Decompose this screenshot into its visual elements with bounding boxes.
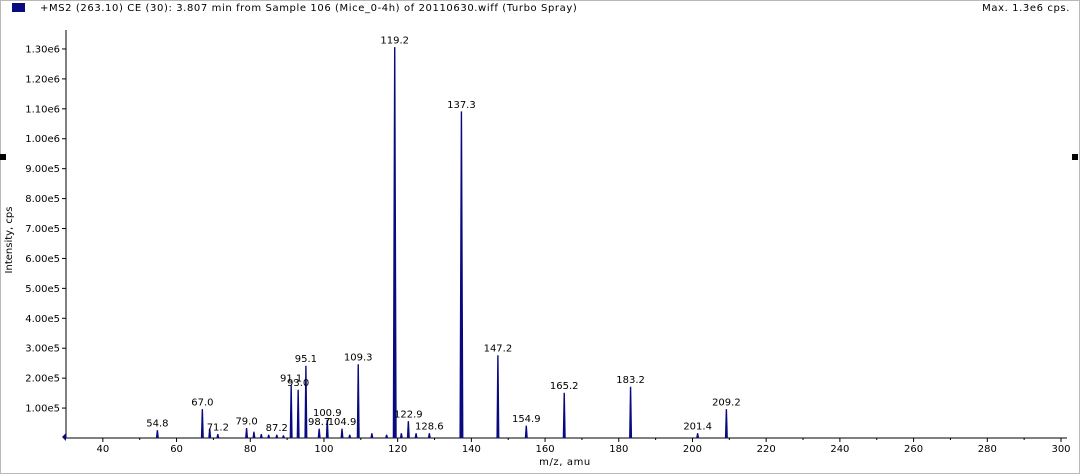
peak-label: 87.2 [266, 423, 288, 434]
y-tick-label: 6.00e5 [25, 254, 60, 265]
peak-label: 109.3 [344, 353, 373, 364]
spectrum-peak [296, 389, 300, 439]
peak-label: 104.9 [328, 417, 357, 428]
peak-label: 91.1 [280, 374, 302, 385]
spectrum-peak [304, 365, 308, 439]
chart-header: +MS2 (263.10) CE (30): 3.807 min from Sa… [0, 0, 1080, 18]
x-tick-label: 240 [830, 444, 849, 455]
x-axis-ticks: 40 60 80 100 120 140 160 180 200 220 240 260 280 300 [96, 438, 1071, 455]
y-axis-title: Intensity, cps [4, 207, 15, 274]
x-tick-label: 160 [536, 444, 555, 455]
y-tick-label: 1.30e6 [25, 44, 60, 55]
peak-label: 183.2 [616, 375, 645, 386]
spectrum-peak [392, 47, 397, 439]
y-tick-label: 1.20e6 [25, 74, 60, 85]
x-tick-label: 260 [904, 444, 923, 455]
x-tick-label: 280 [978, 444, 997, 455]
y-tick-label: 1.00e6 [25, 134, 60, 145]
spectrum-peak [200, 409, 204, 439]
spectrum-peak [259, 434, 263, 439]
spectrum-peak [496, 355, 500, 439]
peak-label: 100.9 [313, 408, 342, 419]
x-tick-label: 60 [170, 444, 183, 455]
right-resize-handle[interactable] [1072, 154, 1078, 160]
x-tick-label: 40 [96, 444, 109, 455]
peak-label: 93.0 [287, 378, 309, 389]
y-tick-label: 1.10e6 [25, 104, 60, 115]
spectrum-peak [348, 434, 352, 439]
left-resize-handle[interactable] [0, 154, 6, 160]
y-tick-label: 2.00e5 [25, 374, 60, 385]
peak-label: 79.0 [235, 416, 257, 427]
spectrum-peak [356, 364, 360, 439]
peak-label: 201.4 [683, 422, 712, 433]
spectrum-peak [252, 431, 256, 439]
peak-label: 119.2 [380, 35, 409, 46]
peak-label: 54.8 [146, 419, 168, 430]
x-tick-label: 180 [609, 444, 628, 455]
peak-labels: 54.8 67.0 71.2 79.0 87.2 91.193.0 95.1 98.7100.… [146, 35, 740, 434]
x-tick-label: 200 [683, 444, 702, 455]
spectrum-peak [325, 419, 329, 439]
peak-label: 95.1 [295, 354, 317, 365]
spectrum-peak [399, 433, 403, 439]
spectrum-peak [281, 435, 286, 439]
spectrum-peak [267, 434, 271, 439]
spectrum-peak [524, 425, 528, 439]
spectrum-peak [370, 433, 374, 439]
peak-label: 67.0 [191, 398, 213, 409]
spectrum-peak [724, 409, 728, 439]
y-tick-label: 3.00e5 [25, 344, 60, 355]
spectrum-peak [216, 434, 220, 439]
x-tick-label: 300 [1051, 444, 1070, 455]
spectrum-peak [414, 433, 418, 439]
x-tick-label: 100 [314, 444, 333, 455]
peak-label: 71.2 [207, 422, 229, 433]
spectrum-peak [562, 392, 566, 439]
y-axis-ticks: 1.00e5 2.00e5 3.00e5 4.00e5 5.00e5 6.00e5 7.00… [25, 44, 66, 415]
x-tick-label: 140 [462, 444, 481, 455]
spectrum-peak [155, 430, 159, 439]
spectrum-peak [459, 111, 464, 439]
peak-label: 128.6 [415, 422, 444, 433]
spectrum-peak [696, 433, 700, 439]
peak-label: 209.2 [712, 398, 741, 409]
spectrum-title: +MS2 (263.10) CE (30): 3.807 min from Sa… [40, 3, 578, 14]
y-tick-label: 8.00e5 [25, 194, 60, 205]
series-color-swatch [12, 3, 25, 12]
max-intensity-label: Max. 1.3e6 cps. [982, 3, 1070, 14]
spectrum-peak [289, 385, 293, 439]
spectrum-peak [275, 434, 279, 439]
spectrum-peak [406, 421, 410, 439]
spectrum-peak [317, 428, 321, 439]
peak-label: 137.3 [447, 100, 476, 111]
spectrum-peak [427, 433, 431, 439]
y-tick-label: 4.00e5 [25, 314, 60, 325]
y-tick-label: 5.00e5 [25, 284, 60, 295]
peak-label: 122.9 [394, 410, 423, 421]
y-tick-label: 1.00e5 [25, 404, 60, 415]
spectrum-peak [245, 428, 249, 439]
x-tick-label: 120 [388, 444, 407, 455]
peak-label: 154.9 [512, 414, 541, 425]
y-tick-label: 7.00e5 [25, 224, 60, 235]
peak-label: 165.2 [550, 381, 579, 392]
peak-label: 98.7 [308, 417, 330, 428]
spectrum-peak [384, 434, 389, 439]
x-tick-label: 220 [757, 444, 776, 455]
spectrum-peak [208, 428, 212, 439]
spectrum-peak [629, 386, 633, 439]
axis-origin-marker [62, 433, 66, 441]
x-tick-label: 80 [244, 444, 257, 455]
spectrum-peak [340, 428, 344, 439]
spectrum-peaks [155, 47, 728, 439]
chart-axes [62, 30, 1067, 441]
peak-label: 147.2 [484, 344, 513, 355]
y-tick-label: 9.00e5 [25, 164, 60, 175]
x-axis-title: m/z, amu [539, 457, 591, 468]
